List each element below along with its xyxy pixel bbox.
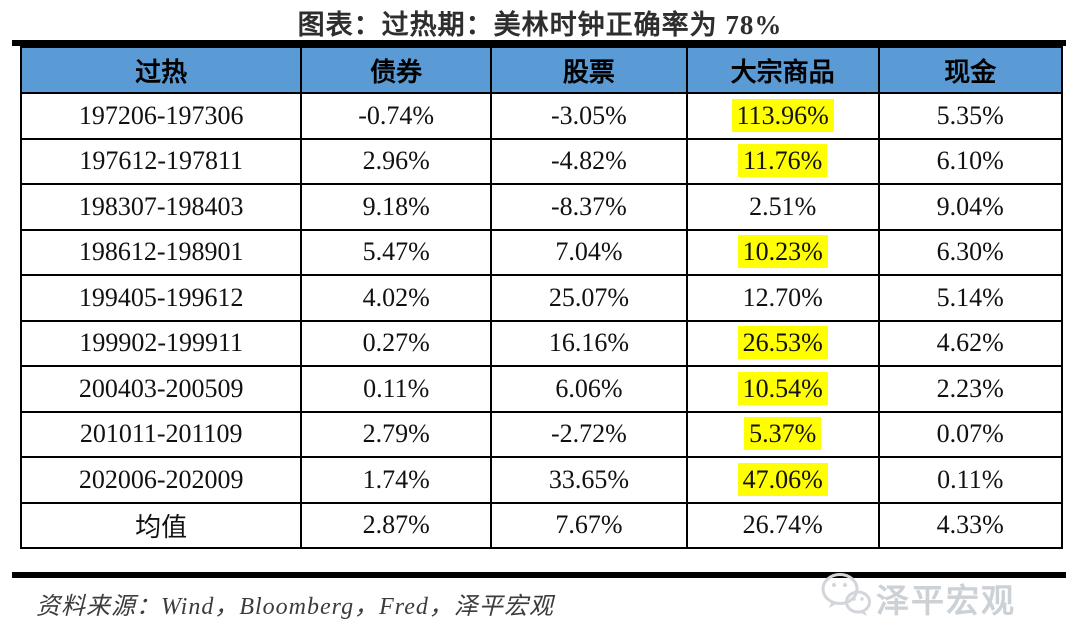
highlighted-value: 26.53% xyxy=(737,326,828,360)
table-header-row: 过热 债券 股票 大宗商品 现金 xyxy=(19,46,1064,94)
highlighted-value: 10.23% xyxy=(737,235,828,269)
value-cell: 7.67% xyxy=(490,501,688,549)
table-bottom-rule xyxy=(12,572,1066,578)
column-header: 债券 xyxy=(300,46,492,94)
wechat-icon xyxy=(820,572,872,623)
value-cell: 2.23% xyxy=(877,365,1064,413)
table-row: 均值 2.87% 7.67% 26.74% 4.33% xyxy=(19,501,1064,549)
value-cell: 26.74% xyxy=(685,501,880,549)
merrill-clock-overheat-table: 过热 债券 股票 大宗商品 现金 197206-197306 -0.74% -3.05% 11… xyxy=(19,46,1064,549)
value-cell: 5.47% xyxy=(300,228,492,276)
highlighted-value: 5.37% xyxy=(744,417,822,451)
value-cell: 0.11% xyxy=(877,456,1064,504)
period-cell: 202006-202009 xyxy=(19,456,303,504)
highlighted-value: 113.96% xyxy=(731,98,834,132)
value-cell: 6.06% xyxy=(490,365,688,413)
table-body: 197206-197306 -0.74% -3.05% 113.96% 5.35% 197… xyxy=(19,92,1064,549)
value-cell: 6.10% xyxy=(877,137,1064,185)
value-cell: 113.96% xyxy=(685,92,880,140)
column-header: 过热 xyxy=(19,46,303,94)
period-cell: 198307-198403 xyxy=(19,183,303,231)
value-cell: 7.04% xyxy=(490,228,688,276)
value-cell: 12.70% xyxy=(685,274,880,322)
value-cell: 0.11% xyxy=(300,365,492,413)
period-cell: 199405-199612 xyxy=(19,274,303,322)
table-row: 199902-199911 0.27% 16.16% 26.53% 4.62% xyxy=(19,319,1064,367)
table-top-rule xyxy=(12,40,1066,46)
value-cell: 4.33% xyxy=(877,501,1064,549)
value-cell: 0.27% xyxy=(300,319,492,367)
highlighted-value: 10.54% xyxy=(737,371,828,405)
value-cell: 26.53% xyxy=(685,319,880,367)
value-cell: 10.54% xyxy=(685,365,880,413)
value-cell: 6.30% xyxy=(877,228,1064,276)
value-cell: -8.37% xyxy=(490,183,688,231)
value-cell: 2.51% xyxy=(685,183,880,231)
value-cell: 1.74% xyxy=(300,456,492,504)
period-cell: 198612-198901 xyxy=(19,228,303,276)
value-cell: 5.35% xyxy=(877,92,1064,140)
highlighted-value: 11.76% xyxy=(738,144,828,178)
column-header: 大宗商品 xyxy=(685,46,880,94)
period-cell: 197206-197306 xyxy=(19,92,303,140)
value-cell: 5.37% xyxy=(685,410,880,458)
period-cell: 200403-200509 xyxy=(19,365,303,413)
value-cell: 10.23% xyxy=(685,228,880,276)
table-row: 197612-197811 2.96% -4.82% 11.76% 6.10% xyxy=(19,137,1064,185)
value-cell: 16.16% xyxy=(490,319,688,367)
column-header: 股票 xyxy=(490,46,688,94)
value-cell: 2.87% xyxy=(300,501,492,549)
value-cell: 0.07% xyxy=(877,410,1064,458)
period-cell: 197612-197811 xyxy=(19,137,303,185)
value-cell: 4.62% xyxy=(877,319,1064,367)
table-head: 过热 债券 股票 大宗商品 现金 xyxy=(19,46,1064,94)
chart-title: 图表：过热期：美林时钟正确率为 78% xyxy=(297,10,783,40)
value-cell: 47.06% xyxy=(685,456,880,504)
value-cell: 9.18% xyxy=(300,183,492,231)
watermark: 泽平宏观 xyxy=(820,572,1016,623)
value-cell: 5.14% xyxy=(877,274,1064,322)
value-cell: 33.65% xyxy=(490,456,688,504)
source-note: 资料来源：Wind，Bloomberg，Fred，泽平宏观 xyxy=(36,594,554,620)
value-cell: 25.07% xyxy=(490,274,688,322)
value-cell: -0.74% xyxy=(300,92,492,140)
table-row: 201011-201109 2.79% -2.72% 5.37% 0.07% xyxy=(19,410,1064,458)
table-row: 202006-202009 1.74% 33.65% 47.06% 0.11% xyxy=(19,456,1064,504)
table-row: 199405-199612 4.02% 25.07% 12.70% 5.14% xyxy=(19,274,1064,322)
value-cell: -3.05% xyxy=(490,92,688,140)
value-cell: 9.04% xyxy=(877,183,1064,231)
column-header: 现金 xyxy=(877,46,1064,94)
value-cell: -4.82% xyxy=(490,137,688,185)
highlighted-value: 47.06% xyxy=(737,462,828,496)
table-row: 198307-198403 9.18% -8.37% 2.51% 9.04% xyxy=(19,183,1064,231)
value-cell: 11.76% xyxy=(685,137,880,185)
table-row: 198612-198901 5.47% 7.04% 10.23% 6.30% xyxy=(19,228,1064,276)
period-cell: 均值 xyxy=(19,501,303,549)
period-cell: 199902-199911 xyxy=(19,319,303,367)
period-cell: 201011-201109 xyxy=(19,410,303,458)
value-cell: 2.96% xyxy=(300,137,492,185)
value-cell: 4.02% xyxy=(300,274,492,322)
value-cell: -2.72% xyxy=(490,410,688,458)
watermark-label: 泽平宏观 xyxy=(876,583,1016,620)
table-row: 197206-197306 -0.74% -3.05% 113.96% 5.35% xyxy=(19,92,1064,140)
table-row: 200403-200509 0.11% 6.06% 10.54% 2.23% xyxy=(19,365,1064,413)
value-cell: 2.79% xyxy=(300,410,492,458)
